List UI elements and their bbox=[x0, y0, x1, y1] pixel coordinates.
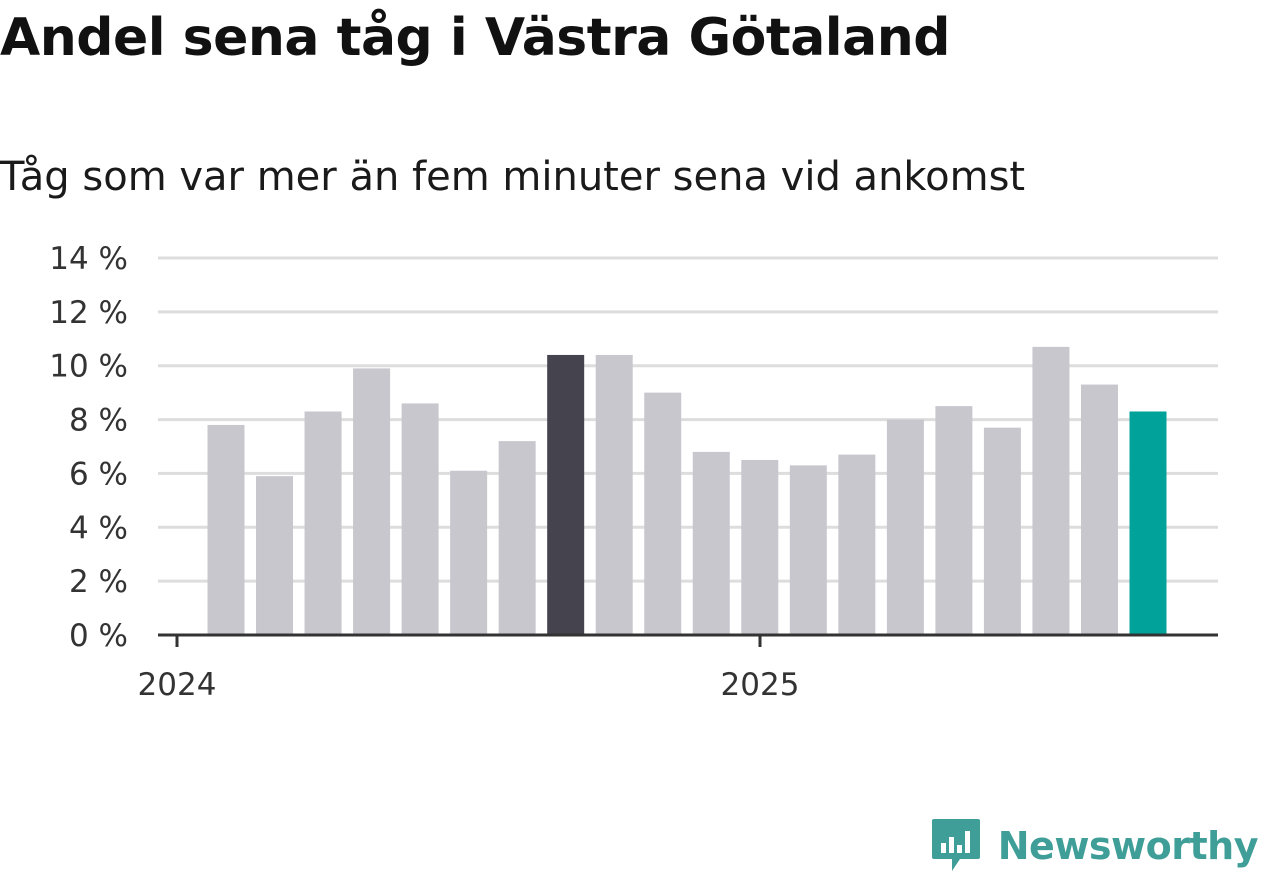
newsworthy-logo-icon bbox=[931, 819, 980, 871]
bar-2024-02 bbox=[256, 476, 294, 635]
x-tick-label: 2025 bbox=[721, 667, 800, 703]
bar-2024-07 bbox=[498, 441, 536, 635]
newsworthy-logo: Newsworthy bbox=[930, 817, 1259, 875]
bar-2024-12 bbox=[741, 459, 779, 635]
y-tick-label: 12 % bbox=[49, 295, 128, 331]
y-tick-label: 14 % bbox=[49, 241, 128, 277]
bar-2025-06 bbox=[1032, 346, 1070, 635]
brand-name: Newsworthy bbox=[997, 824, 1259, 868]
bar-2024-04 bbox=[353, 368, 391, 635]
y-axis-ticks: 0 % 2 % 4 % 6 % 8 % 10 % 12 % 14 % bbox=[49, 241, 128, 654]
bar-2025-08 bbox=[1129, 411, 1167, 635]
chart-title: Andel sena tåg i Västra Götaland bbox=[0, 8, 950, 68]
bar-2024-01 bbox=[207, 424, 245, 635]
bar-2025-04 bbox=[935, 406, 973, 635]
y-tick-label: 4 % bbox=[69, 510, 128, 546]
bar-2025-02 bbox=[838, 454, 876, 635]
x-tick-label: 2024 bbox=[138, 667, 217, 703]
bar-2024-08 bbox=[547, 354, 585, 635]
bar-2024-11 bbox=[692, 451, 730, 635]
y-tick-label: 10 % bbox=[49, 349, 128, 385]
y-tick-label: 2 % bbox=[69, 564, 128, 600]
bar-2024-09 bbox=[595, 354, 633, 635]
bar-2024-10 bbox=[644, 392, 682, 635]
y-tick-label: 8 % bbox=[69, 403, 128, 439]
bars bbox=[207, 346, 1167, 635]
bar-2024-06 bbox=[450, 470, 488, 635]
y-tick-label: 6 % bbox=[69, 456, 128, 492]
x-axis-ticks: 2024 2025 bbox=[138, 635, 800, 703]
bar-2024-03 bbox=[304, 411, 342, 635]
bar-2025-01 bbox=[789, 465, 827, 635]
chart-subtitle: Tåg som var mer än fem minuter sena vid … bbox=[0, 154, 1026, 200]
bar-2025-03 bbox=[886, 419, 924, 635]
bar-2024-05 bbox=[401, 403, 439, 635]
bar-2025-07 bbox=[1080, 384, 1118, 635]
bar-2025-05 bbox=[983, 427, 1021, 635]
y-tick-label: 0 % bbox=[69, 618, 128, 654]
